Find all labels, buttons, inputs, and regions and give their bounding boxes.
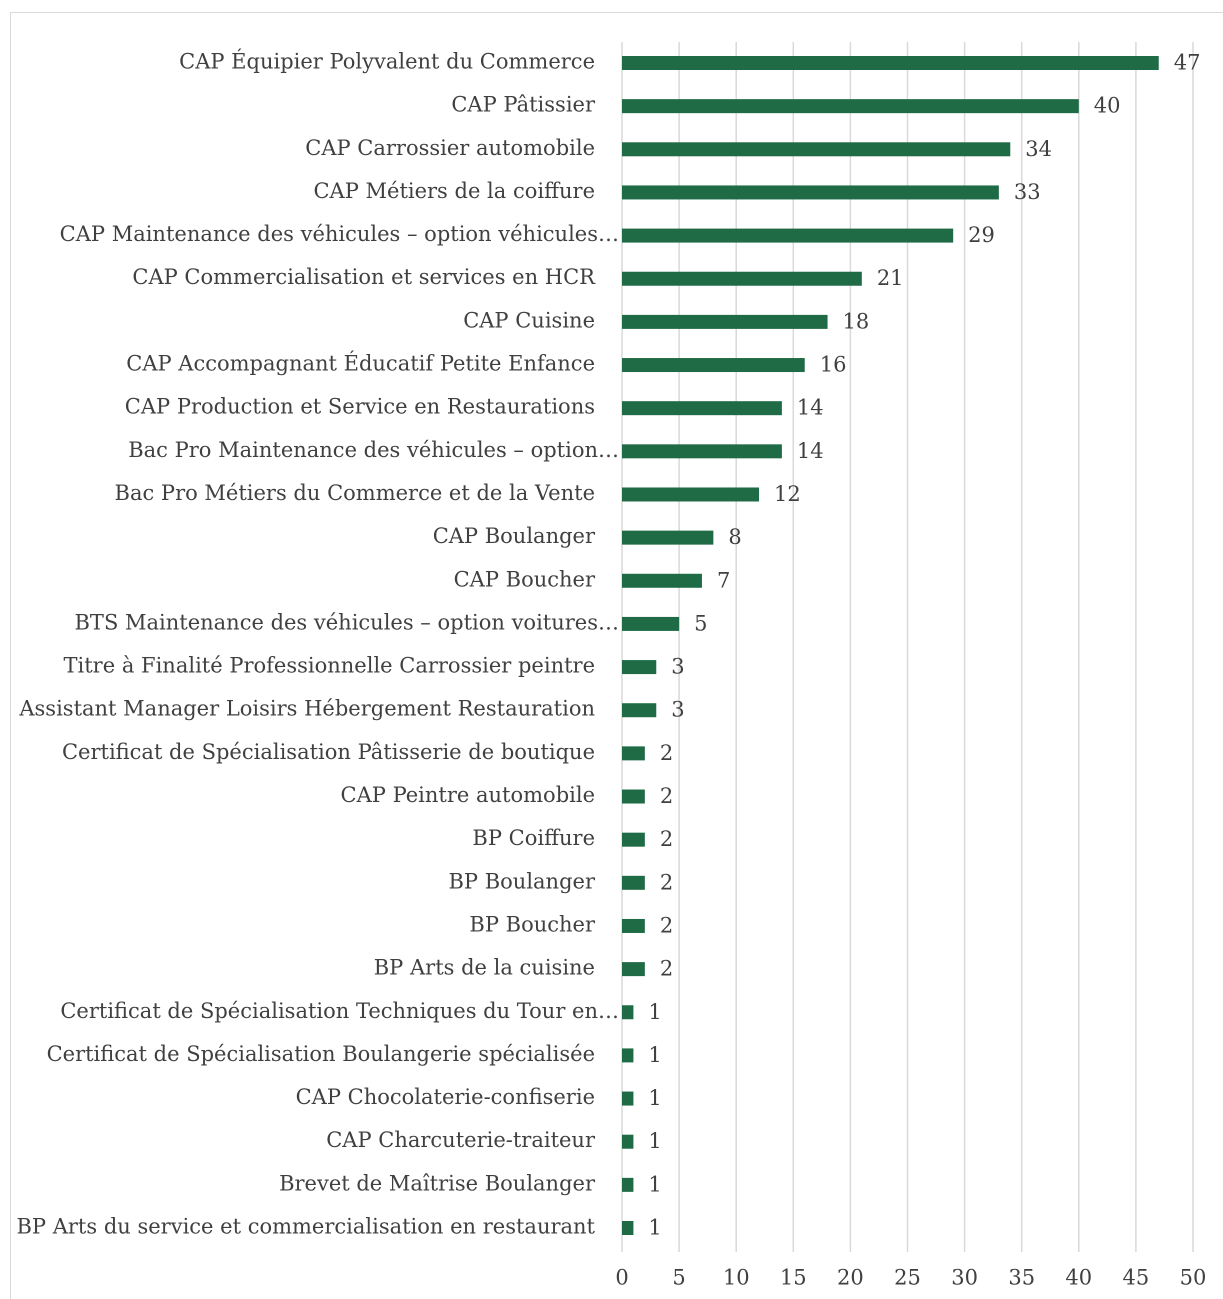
x-tick-label: 25 (894, 1266, 921, 1290)
bar (622, 875, 645, 890)
bar (622, 401, 782, 416)
value-label: 2 (660, 870, 673, 894)
bar (622, 271, 862, 286)
value-label: 8 (728, 525, 741, 549)
bar (622, 99, 1079, 114)
y-tick-label: CAP Boulanger (433, 524, 596, 548)
y-tick-label: BP Coiffure (472, 826, 595, 850)
y-tick-label: Certificat de Spécialisation Boulangerie… (47, 1042, 595, 1066)
bar (622, 616, 680, 631)
y-tick-label: BP Boucher (469, 912, 596, 936)
y-tick-label: CAP Boucher (454, 567, 596, 591)
value-label: 1 (648, 1000, 661, 1024)
bar (622, 962, 645, 977)
y-tick-label: CAP Carrossier automobile (305, 136, 595, 160)
value-label: 21 (877, 266, 904, 290)
y-tick-label: Titre à Finalité Professionnelle Carross… (64, 654, 595, 678)
value-label: 16 (820, 353, 847, 377)
x-tick-label: 15 (780, 1266, 807, 1290)
y-tick-label: CAP Commercialisation et services en HCR (132, 265, 596, 289)
y-tick-label: BP Arts de la cuisine (374, 956, 595, 980)
bar (622, 487, 760, 502)
bar (622, 185, 999, 200)
y-tick-label: CAP Cuisine (463, 308, 595, 332)
bar (622, 1221, 634, 1235)
value-label: 1 (648, 1129, 661, 1153)
value-label: 3 (671, 698, 684, 722)
y-tick-label: Brevet de Maîtrise Boulanger (279, 1171, 596, 1195)
bar (622, 530, 714, 545)
bar (622, 444, 782, 459)
bar (622, 1134, 634, 1149)
x-tick-label: 0 (615, 1266, 628, 1290)
value-label: 7 (717, 568, 730, 592)
y-tick-label: Bac Pro Métiers du Commerce et de la Ven… (115, 481, 595, 505)
y-tick-label: CAP Production et Service en Restauratio… (125, 395, 595, 419)
value-label: 14 (797, 439, 824, 463)
value-label: 12 (774, 482, 801, 506)
x-tick-label: 30 (951, 1266, 978, 1290)
x-tick-label: 10 (723, 1266, 750, 1290)
bar (622, 703, 657, 718)
value-label: 33 (1014, 180, 1041, 204)
value-label: 47 (1174, 51, 1201, 75)
chart-frame (10, 12, 1223, 1299)
bar (622, 142, 1011, 157)
y-tick-label: CAP Charcuterie-traiteur (326, 1128, 596, 1152)
bar (622, 746, 645, 761)
x-tick-label: 50 (1180, 1266, 1207, 1290)
bar (622, 358, 805, 373)
y-tick-label: Certificat de Spécialisation Techniques … (60, 999, 619, 1023)
bar (622, 1005, 634, 1020)
y-tick-label: CAP Peintre automobile (341, 783, 595, 807)
bar (622, 1048, 634, 1063)
y-tick-label: CAP Chocolaterie-confiserie (296, 1085, 595, 1109)
bar (622, 573, 702, 588)
value-label: 2 (660, 827, 673, 851)
value-label: 14 (797, 396, 824, 420)
value-label: 1 (648, 1043, 661, 1067)
value-label: 29 (968, 223, 995, 247)
y-tick-label: Assistant Manager Loisirs Hébergement Re… (18, 697, 595, 721)
x-tick-label: 5 (672, 1266, 685, 1290)
value-label: 18 (843, 309, 870, 333)
y-tick-label: BP Boulanger (448, 869, 595, 893)
bar (622, 314, 828, 329)
value-label: 3 (671, 655, 684, 679)
value-label: 2 (660, 957, 673, 981)
value-label: 1 (648, 1086, 661, 1110)
y-tick-label: CAP Métiers de la coiffure (313, 179, 595, 203)
x-tick-label: 20 (837, 1266, 864, 1290)
value-label: 1 (648, 1172, 661, 1196)
value-label: 34 (1025, 137, 1052, 161)
y-tick-label: BP Arts du service et commercialisation … (16, 1215, 595, 1239)
x-tick-label: 45 (1123, 1266, 1150, 1290)
bar (622, 832, 645, 847)
y-tick-label: CAP Maintenance des véhicules – option v… (60, 222, 619, 246)
y-tick-label: BTS Maintenance des véhicules – option v… (75, 610, 620, 634)
bar (622, 1177, 634, 1192)
value-label: 2 (660, 784, 673, 808)
bar (622, 56, 1159, 70)
bar (622, 228, 954, 243)
bar (622, 789, 645, 804)
y-tick-label: CAP Accompagnant Éducatif Petite Enfance (126, 352, 595, 376)
value-label: 2 (660, 913, 673, 937)
bar (622, 918, 645, 933)
bar (622, 1091, 634, 1106)
y-tick-label: Certificat de Spécialisation Pâtisserie … (62, 740, 595, 764)
y-tick-label: Bac Pro Maintenance des véhicules – opti… (128, 438, 619, 462)
x-tick-label: 35 (1008, 1266, 1035, 1290)
x-tick-label: 40 (1065, 1266, 1092, 1290)
value-label: 2 (660, 741, 673, 765)
bar (622, 660, 657, 675)
value-label: 40 (1094, 94, 1121, 118)
value-label: 5 (694, 611, 707, 635)
y-tick-label: CAP Pâtissier (451, 93, 596, 117)
value-label: 1 (648, 1216, 661, 1240)
y-tick-label: CAP Équipier Polyvalent du Commerce (179, 50, 595, 74)
